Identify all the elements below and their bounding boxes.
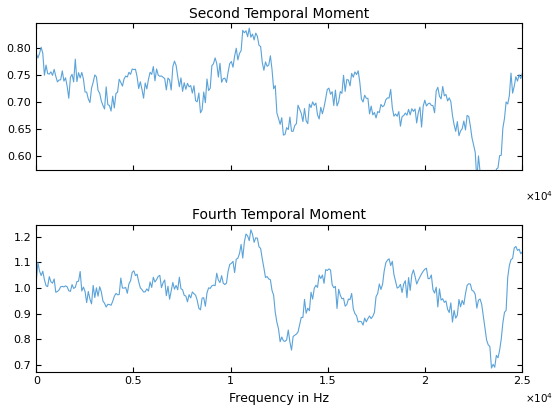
Text: $\times10^4$: $\times10^4$ bbox=[525, 189, 553, 203]
X-axis label: Frequency in Hz: Frequency in Hz bbox=[230, 392, 329, 405]
Title: Fourth Temporal Moment: Fourth Temporal Moment bbox=[192, 208, 366, 223]
Title: Second Temporal Moment: Second Temporal Moment bbox=[189, 7, 370, 21]
Text: $\times10^4$: $\times10^4$ bbox=[525, 391, 553, 405]
